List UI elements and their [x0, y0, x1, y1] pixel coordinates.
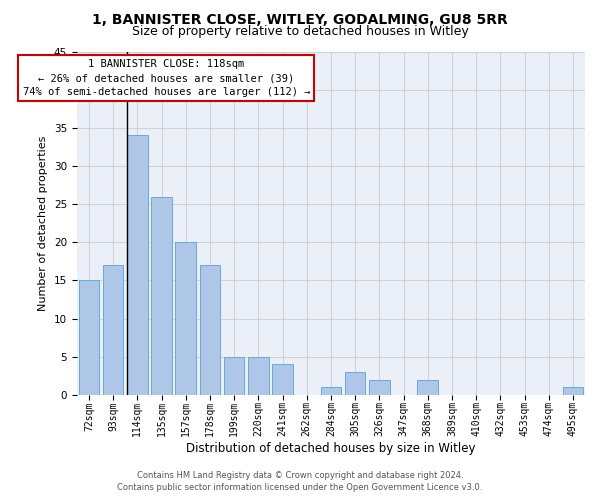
Bar — [563, 388, 583, 395]
Bar — [200, 265, 220, 395]
Bar — [418, 380, 438, 395]
Bar — [151, 196, 172, 395]
Bar — [320, 388, 341, 395]
Bar — [248, 357, 269, 395]
Bar — [272, 364, 293, 395]
Bar — [79, 280, 99, 395]
X-axis label: Distribution of detached houses by size in Witley: Distribution of detached houses by size … — [186, 442, 476, 455]
Text: Contains HM Land Registry data © Crown copyright and database right 2024.
Contai: Contains HM Land Registry data © Crown c… — [118, 471, 482, 492]
Bar — [345, 372, 365, 395]
Bar — [127, 136, 148, 395]
Bar — [369, 380, 389, 395]
Y-axis label: Number of detached properties: Number of detached properties — [38, 136, 48, 311]
Text: 1 BANNISTER CLOSE: 118sqm
← 26% of detached houses are smaller (39)
74% of semi-: 1 BANNISTER CLOSE: 118sqm ← 26% of detac… — [23, 59, 310, 97]
Bar — [103, 265, 124, 395]
Bar — [224, 357, 244, 395]
Bar — [175, 242, 196, 395]
Text: 1, BANNISTER CLOSE, WITLEY, GODALMING, GU8 5RR: 1, BANNISTER CLOSE, WITLEY, GODALMING, G… — [92, 12, 508, 26]
Text: Size of property relative to detached houses in Witley: Size of property relative to detached ho… — [131, 25, 469, 38]
